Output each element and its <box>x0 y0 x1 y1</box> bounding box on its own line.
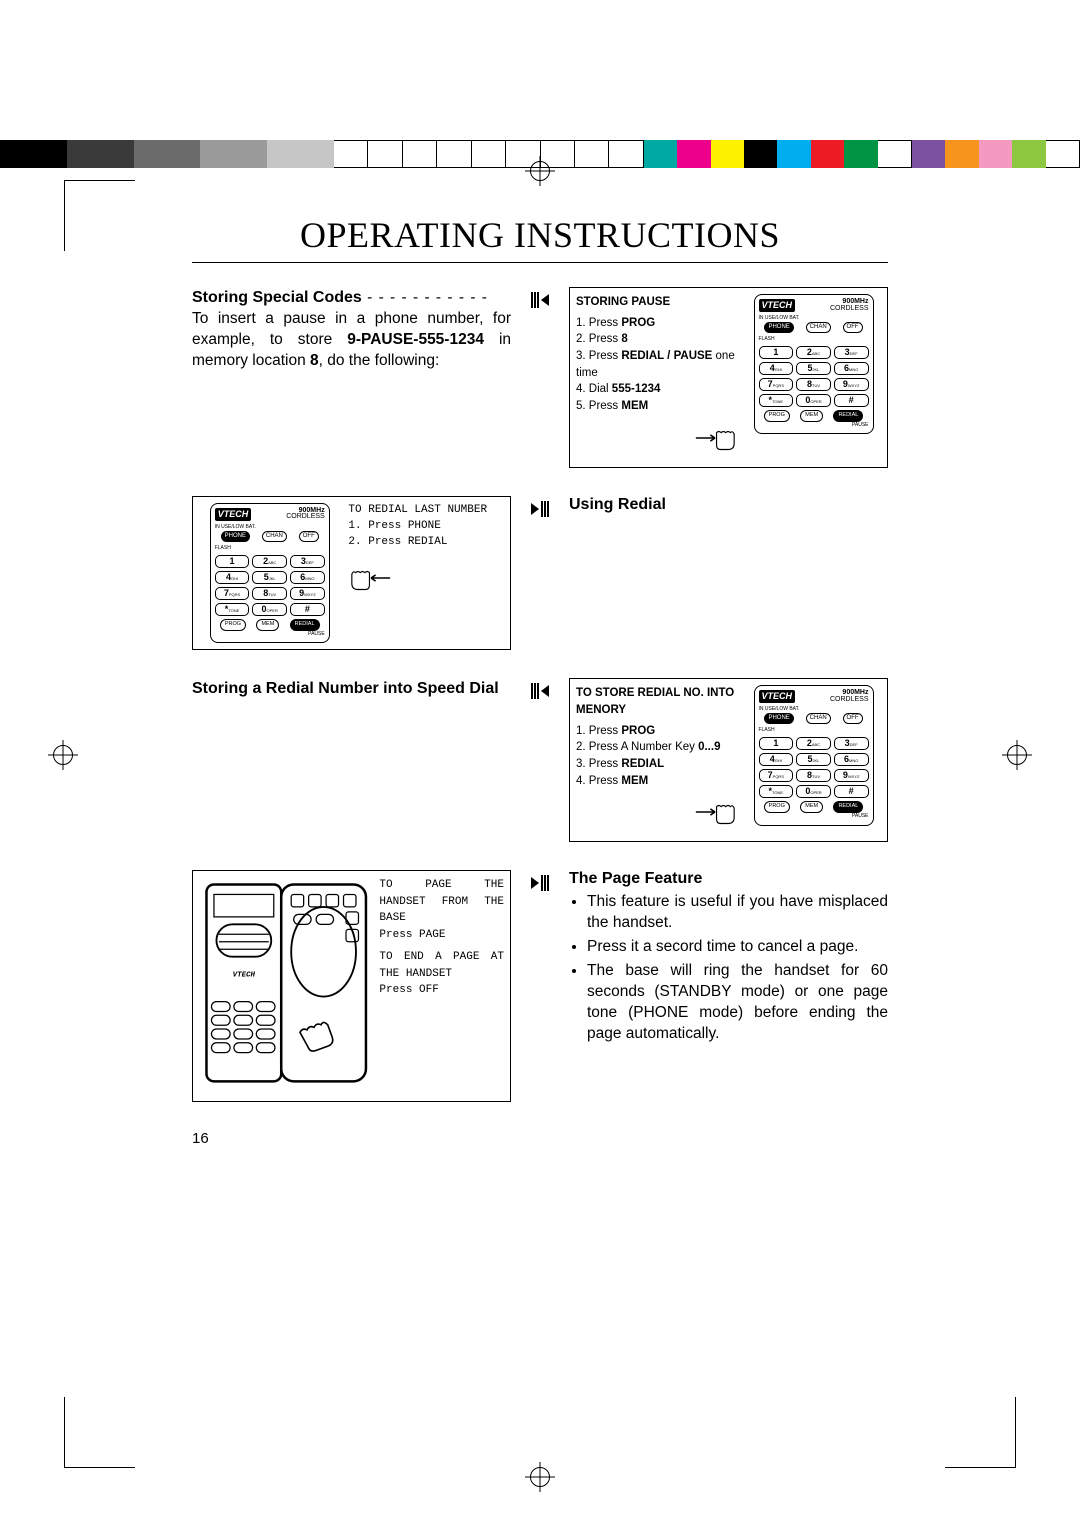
crop-mark <box>64 1397 135 1468</box>
section4-heading: The Page Feature <box>569 870 702 887</box>
pointing-hand-icon <box>692 415 738 461</box>
page-number: 16 <box>192 1130 888 1147</box>
bullet-item: Press it a secord time to cancel a page. <box>587 937 888 958</box>
storing-pause-box: STORING PAUSE 1. Press PROG2. Press 83. … <box>569 287 888 468</box>
section-page-feature: VTECH <box>192 870 888 1102</box>
store-redial-box: TO STORE REDIAL NO. INTO MENORY 1. Press… <box>569 678 888 842</box>
crop-mark <box>945 1397 1016 1468</box>
pointing-hand-icon <box>348 555 394 601</box>
redial-box: VTECH900MHzCORDLESS IN USE/LOW BAT. PHON… <box>192 496 511 650</box>
divider-icon <box>529 680 551 702</box>
section-using-redial: VTECH900MHzCORDLESS IN USE/LOW BAT. PHON… <box>192 496 888 650</box>
bullet-item: This feature is useful if you have mispl… <box>587 892 888 934</box>
registration-mark <box>525 156 555 186</box>
section-store-redial-speed-dial: Storing a Redial Number into Speed Dial … <box>192 678 888 842</box>
divider-icon <box>529 289 551 311</box>
pointing-hand-icon <box>692 789 738 835</box>
page-base-box: VTECH <box>192 870 511 1102</box>
section3-heading: Storing a Redial Number into Speed Dial <box>192 680 499 697</box>
phone-illustration: VTECH900MHzCORDLESS IN USE/LOW BAT. PHON… <box>754 294 874 434</box>
section1-heading: Storing Special Codes <box>192 289 362 306</box>
divider-icon <box>529 872 551 894</box>
phone-illustration: VTECH900MHzCORDLESS IN USE/LOW BAT. PHON… <box>210 503 330 643</box>
title-rule <box>192 262 888 263</box>
page-title: OPERATING INSTRUCTIONS <box>0 214 1080 256</box>
phone-illustration: VTECH900MHzCORDLESS IN USE/LOW BAT. PHON… <box>754 685 874 825</box>
registration-mark <box>1002 740 1032 770</box>
divider-icon <box>529 498 551 520</box>
svg-text:VTECH: VTECH <box>233 972 256 980</box>
section-storing-special-codes: Storing Special Codes - - - - - - - - - … <box>192 287 888 468</box>
base-station-illustration: VTECH <box>199 877 373 1095</box>
crop-mark <box>64 180 135 251</box>
section2-heading: Using Redial <box>569 496 666 513</box>
registration-mark <box>48 740 78 770</box>
bullet-item: The base will ring the handset for 60 se… <box>587 961 888 1045</box>
registration-mark <box>525 1462 555 1492</box>
